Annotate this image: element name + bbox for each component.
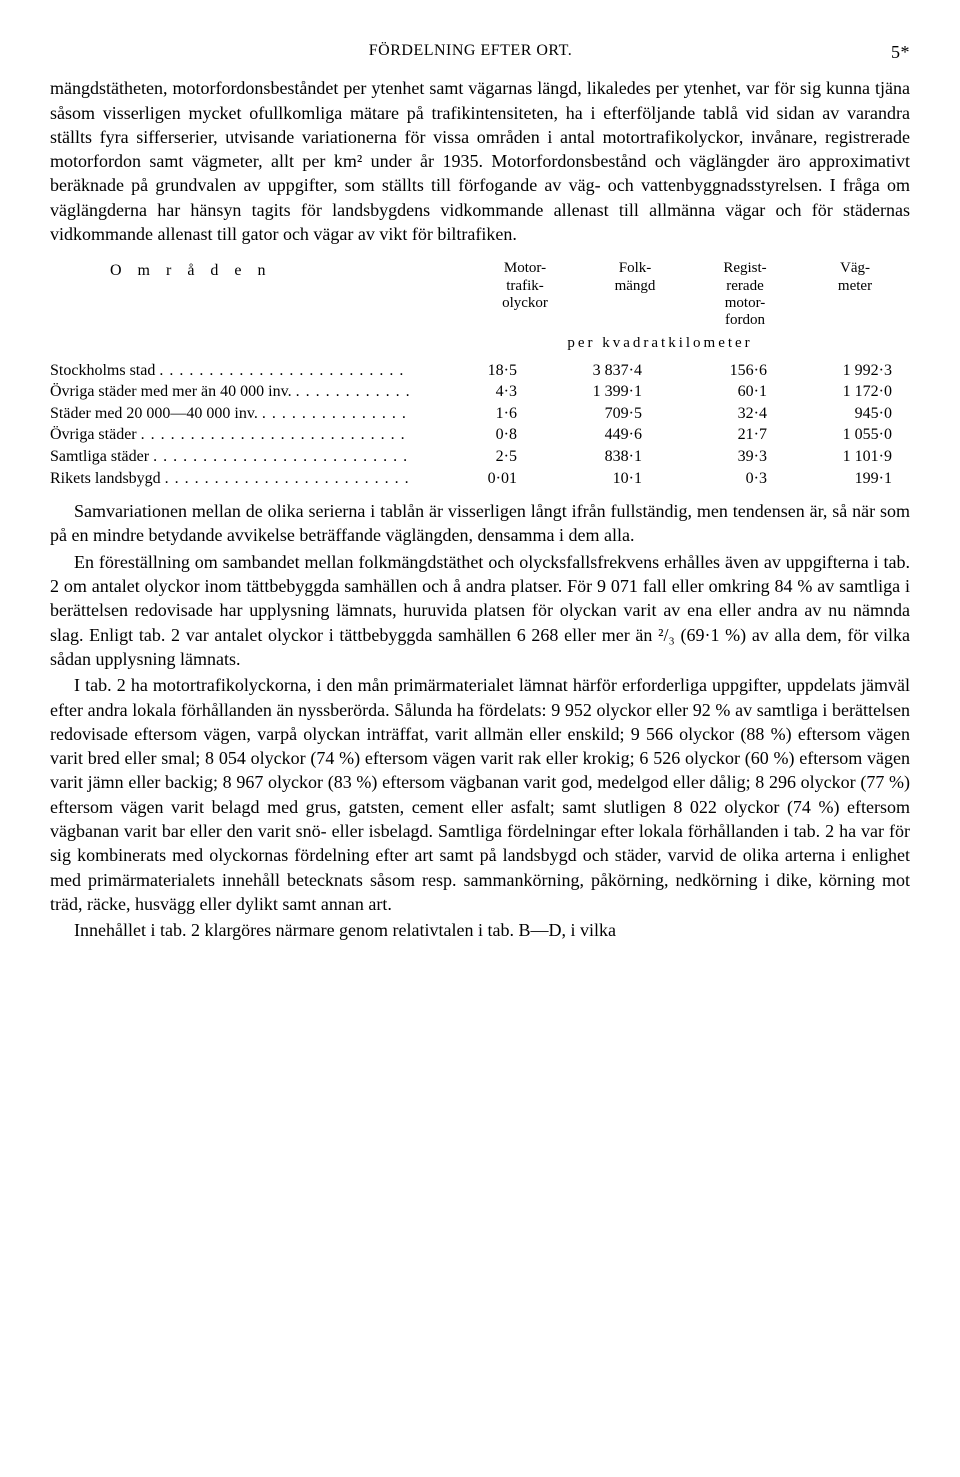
table-cell: 10·1 — [535, 468, 660, 490]
table-subheader: per kvadratkilometer — [410, 333, 910, 353]
table-cell: 4·3 — [410, 381, 535, 403]
table-row: Övriga städer med mer än 40 000 inv. 4·3… — [50, 381, 910, 403]
table-cell: 449·6 — [535, 424, 660, 446]
table-column-header: Motor-trafik-olyckor — [470, 260, 580, 329]
paragraph-4: I tab. 2 ha motortrafikolyckorna, i den … — [50, 673, 910, 916]
table-row: Samtliga städer 2·5838·139·31 101·9 — [50, 446, 910, 468]
table-cell: 1 399·1 — [535, 381, 660, 403]
table-cell: 3 837·4 — [535, 360, 660, 382]
data-table: O m r å d e n Motor-trafik-olyckorFolk-m… — [50, 260, 910, 489]
table-cell: 2·5 — [410, 446, 535, 468]
table-cell: 945·0 — [785, 403, 910, 425]
table-column-header: Regist-rerademotor-fordon — [690, 260, 800, 329]
page-number: 5* — [891, 40, 910, 64]
table-cell: 21·7 — [660, 424, 785, 446]
table-cell: 39·3 — [660, 446, 785, 468]
table-cell: 1·6 — [410, 403, 535, 425]
paragraph-1: mängdstätheten, motorfordonsbeståndet pe… — [50, 76, 910, 246]
table-cell: 0·3 — [660, 468, 785, 490]
table-cell: 199·1 — [785, 468, 910, 490]
table-cell: 156·6 — [660, 360, 785, 382]
table-row-label: Övriga städer — [50, 424, 410, 446]
table-row-label: Samtliga städer — [50, 446, 410, 468]
table-column-header: Folk-mängd — [580, 260, 690, 329]
table-cell: 18·5 — [410, 360, 535, 382]
paragraph-3: En föreställning om sambandet mellan fol… — [50, 550, 910, 671]
table-row-label: Stockholms stad — [50, 360, 410, 382]
table-cell: 1 992·3 — [785, 360, 910, 382]
table-row-label: Rikets landsbygd — [50, 468, 410, 490]
table-cell: 1 055·0 — [785, 424, 910, 446]
table-row: Rikets landsbygd 0·0110·10·3199·1 — [50, 468, 910, 490]
table-cell: 32·4 — [660, 403, 785, 425]
table-cell: 0·8 — [410, 424, 535, 446]
table-row-label: Övriga städer med mer än 40 000 inv. — [50, 381, 410, 403]
table-cell: 1 101·9 — [785, 446, 910, 468]
table-cell: 709·5 — [535, 403, 660, 425]
paragraph-2: Samvariationen mellan de olika serierna … — [50, 499, 910, 548]
paragraph-5: Innehållet i tab. 2 klargöres närmare ge… — [50, 918, 910, 942]
table-row: Stockholms stad 18·53 837·4156·61 992·3 — [50, 360, 910, 382]
table-cell: 0·01 — [410, 468, 535, 490]
table-column-header: Väg-meter — [800, 260, 910, 329]
table-row: Övriga städer 0·8449·621·71 055·0 — [50, 424, 910, 446]
table-row-label: Städer med 20 000—40 000 inv. — [50, 403, 410, 425]
table-lead-header: O m r å d e n — [50, 260, 470, 329]
table-cell: 838·1 — [535, 446, 660, 468]
table-row: Städer med 20 000—40 000 inv. 1·6709·532… — [50, 403, 910, 425]
table-cell: 60·1 — [660, 381, 785, 403]
table-cell: 1 172·0 — [785, 381, 910, 403]
page-header-title: FÖRDELNING EFTER ORT. — [50, 40, 891, 64]
